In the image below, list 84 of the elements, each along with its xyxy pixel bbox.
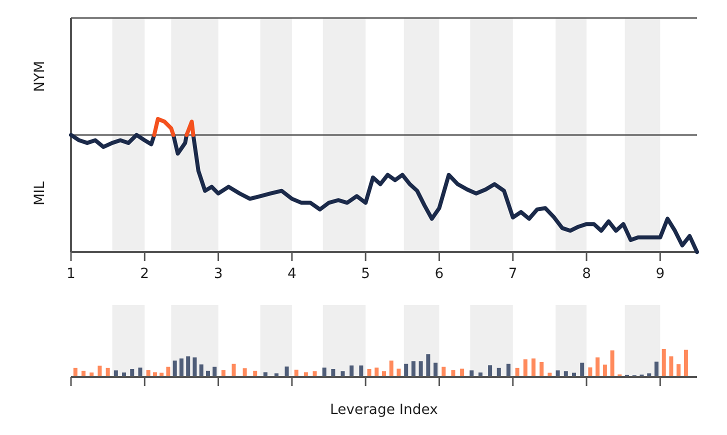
bar	[192, 357, 197, 376]
bar	[284, 366, 289, 376]
bar	[602, 364, 607, 376]
bar	[382, 371, 386, 376]
bar	[488, 365, 492, 376]
bar	[146, 370, 150, 376]
bar	[556, 370, 560, 376]
x-tick-label: 1	[66, 266, 76, 282]
bar	[106, 368, 110, 376]
bar	[532, 358, 536, 376]
bar	[460, 368, 464, 376]
bar	[294, 370, 298, 376]
bar	[90, 372, 94, 376]
bar	[434, 362, 438, 376]
bar	[179, 358, 184, 376]
bar	[496, 368, 501, 376]
x-tick-label: 6	[434, 266, 444, 282]
bar	[232, 364, 236, 376]
bar	[684, 350, 688, 376]
bar	[374, 368, 379, 376]
bar	[588, 367, 592, 376]
x-tick-label: 7	[508, 266, 518, 282]
x-tick-label: 4	[287, 266, 296, 282]
text: MIL	[32, 181, 48, 206]
x-axis-title: Leverage Index	[330, 402, 438, 418]
bar	[596, 357, 600, 376]
bar	[166, 366, 170, 376]
bar	[367, 368, 372, 376]
bar	[122, 372, 126, 376]
bar	[82, 370, 86, 376]
bar	[274, 373, 278, 376]
bar	[610, 350, 614, 376]
bar	[340, 371, 345, 376]
bar	[506, 364, 510, 376]
bar	[206, 370, 210, 376]
bar	[426, 354, 430, 376]
bar	[523, 359, 528, 376]
bar	[411, 361, 416, 376]
bar	[572, 372, 576, 376]
bar	[418, 361, 423, 376]
bar	[138, 368, 142, 376]
bar	[389, 360, 394, 376]
bar	[160, 372, 164, 376]
x-tick-label: 8	[582, 266, 591, 282]
bar	[359, 365, 364, 376]
bar	[676, 364, 681, 376]
bar	[212, 366, 217, 376]
bar	[548, 372, 552, 376]
bar	[451, 370, 456, 376]
bar	[242, 368, 247, 376]
bar	[470, 370, 474, 376]
bar	[478, 372, 482, 376]
bar	[263, 372, 268, 376]
text: NYM	[32, 60, 48, 92]
bar	[564, 371, 568, 376]
bar	[172, 360, 177, 376]
bar	[98, 366, 102, 376]
bar	[647, 373, 652, 376]
bar	[662, 349, 666, 376]
x-tick-label: 2	[140, 266, 150, 282]
bar	[199, 364, 204, 376]
bar	[221, 370, 226, 376]
bar	[130, 368, 134, 376]
x-tick-label: 9	[656, 266, 665, 282]
bar	[331, 368, 336, 376]
x-tick-label: 5	[361, 266, 370, 282]
bar	[669, 356, 674, 376]
bar	[304, 372, 308, 376]
bar	[442, 366, 446, 376]
bar	[350, 365, 354, 376]
x-tick-label: 3	[214, 266, 223, 282]
bar	[515, 368, 520, 376]
bar	[654, 362, 658, 376]
bar	[580, 362, 584, 376]
bar	[186, 356, 190, 376]
bar	[312, 371, 317, 376]
bar	[114, 370, 118, 376]
bar	[152, 372, 157, 376]
bar	[404, 364, 408, 376]
bar	[540, 362, 544, 376]
bar	[73, 368, 78, 376]
bar	[396, 368, 401, 376]
bar	[253, 370, 258, 376]
bar	[322, 368, 326, 376]
